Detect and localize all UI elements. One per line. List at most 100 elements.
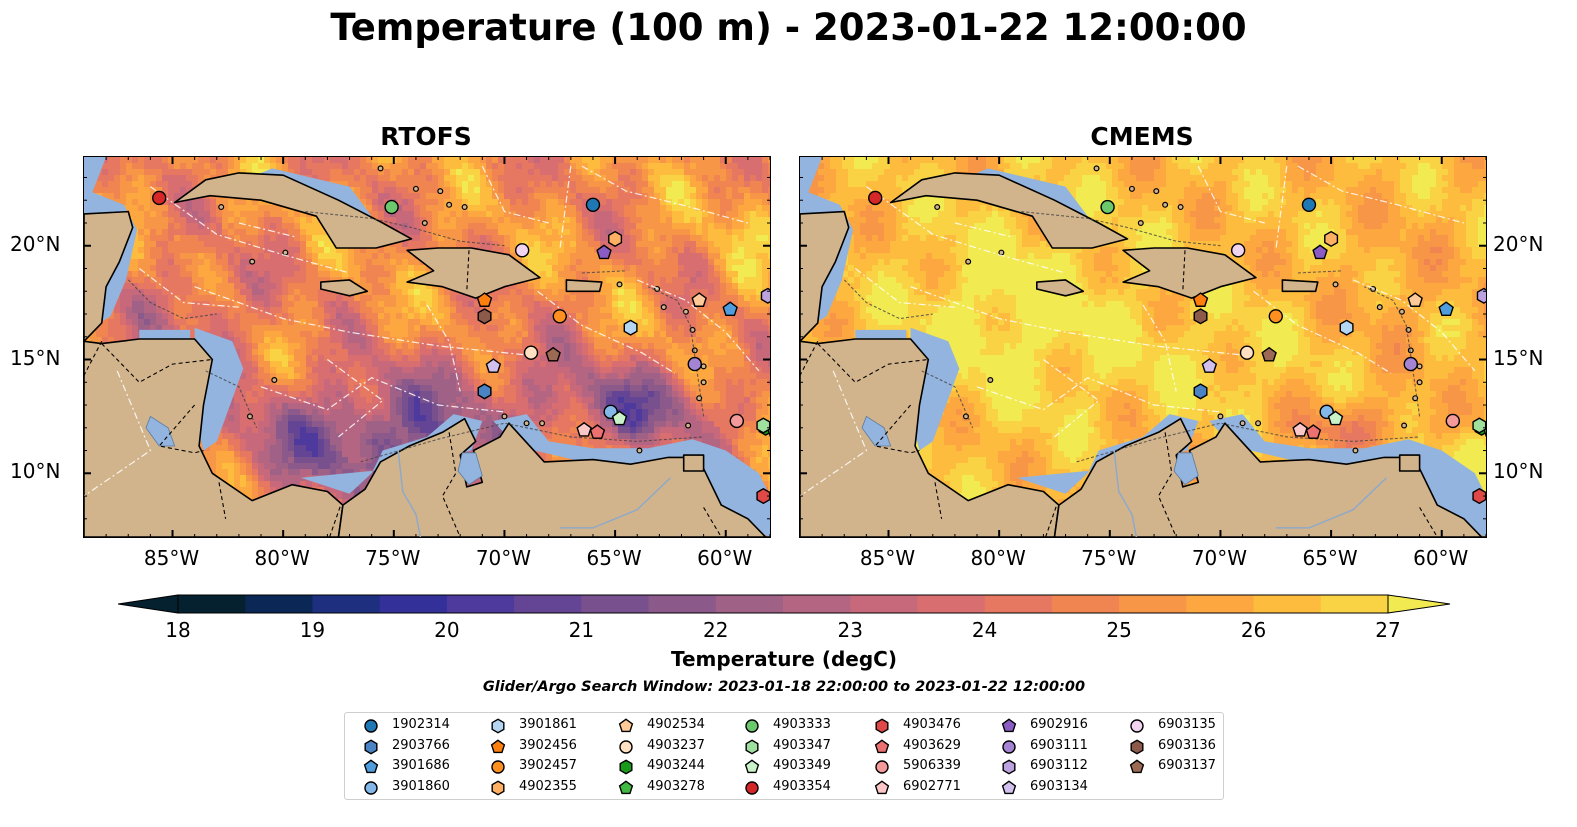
lon-tick-label: 60°W xyxy=(697,546,753,570)
colorbar-tick-label: 25 xyxy=(1106,618,1132,642)
legend-label: 4903629 xyxy=(903,737,961,753)
colorbar-bin xyxy=(312,595,381,613)
country-border xyxy=(1419,507,1438,537)
island xyxy=(1416,379,1423,386)
eez-boundary xyxy=(426,304,461,392)
hexagon-marker-icon xyxy=(619,759,633,775)
island xyxy=(1162,201,1169,208)
pentagon-marker-icon xyxy=(874,738,890,753)
lon-tick-label: 60°W xyxy=(1413,546,1469,570)
colorbar-tick-label: 21 xyxy=(568,618,595,642)
platform-marker-6903112 xyxy=(760,287,770,304)
colorbar-bin xyxy=(715,595,784,613)
lon-tick-label: 70°W xyxy=(475,546,532,570)
map-canvas xyxy=(800,157,1486,537)
circle-marker-icon xyxy=(491,760,505,774)
river xyxy=(1275,477,1387,529)
land-hispaniola xyxy=(406,247,541,299)
colorbar-tick-label: 24 xyxy=(971,618,998,642)
platform-marker-4902534 xyxy=(1407,292,1423,307)
colorbar-bin xyxy=(984,595,1053,613)
island xyxy=(412,185,419,192)
island xyxy=(1239,420,1246,427)
colorbar-bin xyxy=(1051,595,1120,613)
lat-tick-label: 10°N xyxy=(10,459,61,484)
eez-boundary xyxy=(559,166,572,251)
eez-boundary xyxy=(537,290,676,374)
temperature-field xyxy=(84,157,770,537)
eez-boundary xyxy=(854,268,955,308)
colorbar-bin xyxy=(917,595,986,613)
platform-marker-3901861 xyxy=(623,319,638,336)
colorbar-tick-label: 20 xyxy=(434,618,460,642)
island xyxy=(1153,188,1160,195)
hexagon-marker-icon xyxy=(875,718,889,734)
colorbar-tick-label: 27 xyxy=(1375,618,1401,642)
platform-legend: 1902314 2903766 3901686 3901860 3901861 39024… xyxy=(344,712,1224,800)
island xyxy=(1093,165,1100,172)
hexagon-marker-icon xyxy=(1002,759,1016,775)
map-cmems xyxy=(799,156,1487,538)
lon-tick-label: 85°W xyxy=(143,546,200,570)
legend-label: 3901686 xyxy=(392,758,450,773)
eez-boundary xyxy=(954,222,1011,238)
platform-marker-4903237 xyxy=(1239,345,1255,360)
pentagon-marker-icon xyxy=(1001,779,1017,794)
platform-marker-6903134 xyxy=(485,358,502,373)
depth-contour xyxy=(127,279,217,320)
circle-marker-icon xyxy=(1002,739,1016,754)
island xyxy=(246,413,253,420)
eez-boundary xyxy=(1275,166,1288,251)
depth-contour xyxy=(581,270,627,274)
island xyxy=(987,376,994,383)
lake-maracaibo xyxy=(457,452,483,486)
legend-label: 2903766 xyxy=(392,737,450,753)
colorbar-bin xyxy=(1186,595,1255,613)
platform-marker-3902457 xyxy=(1268,309,1283,324)
legend-label: 5906339 xyxy=(903,758,961,773)
shallow-shelf xyxy=(493,414,770,537)
eez-boundary xyxy=(800,370,868,497)
island xyxy=(1412,395,1419,402)
island xyxy=(696,395,703,402)
lon-tick-label: 75°W xyxy=(1081,546,1137,570)
island xyxy=(1137,219,1144,226)
depth-contour xyxy=(648,286,705,417)
depth-contour xyxy=(1076,422,1420,463)
island xyxy=(421,219,428,226)
land-jamaica xyxy=(1036,279,1085,297)
platform-marker-5906339 xyxy=(1445,413,1461,429)
island xyxy=(616,281,623,288)
lon-tick-label: 80°W xyxy=(254,546,310,570)
map-rtofs xyxy=(83,156,771,538)
depth-contour xyxy=(360,422,704,463)
land-central-america xyxy=(84,338,344,537)
island xyxy=(700,379,707,386)
legend-label: 3902456 xyxy=(519,737,577,753)
lat-tick-label: 15°N xyxy=(1493,345,1544,370)
colorbar-bin xyxy=(514,595,582,613)
legend-label: 6902916 xyxy=(1030,717,1088,732)
hexagon-marker-icon xyxy=(364,738,378,755)
platform-marker-4903354 xyxy=(152,190,167,206)
river xyxy=(1113,450,1138,537)
platform-marker-3901861 xyxy=(1339,319,1354,336)
colorbar-bin xyxy=(783,595,851,613)
island xyxy=(998,249,1005,256)
land-south-america xyxy=(1053,417,1486,537)
eez-boundary xyxy=(581,165,749,224)
land-yucatan xyxy=(800,210,850,343)
platform-marker-6903111 xyxy=(687,356,702,372)
legend-label: 4903349 xyxy=(773,758,831,773)
depth-contour xyxy=(1021,211,1221,247)
platform-marker-4903629 xyxy=(589,424,606,439)
platform-marker-6903112 xyxy=(1476,287,1486,304)
colorbar xyxy=(117,593,1452,619)
eez-boundary xyxy=(238,222,295,238)
lat-tick-label: 20°N xyxy=(10,231,61,256)
legend-label: 4903333 xyxy=(773,717,831,732)
circle-marker-icon xyxy=(1130,719,1144,733)
country-border xyxy=(329,504,342,537)
search-window-label: Glider/Argo Search Window: 2023-01-18 22… xyxy=(482,679,1086,695)
eez-boundary xyxy=(1142,304,1177,392)
